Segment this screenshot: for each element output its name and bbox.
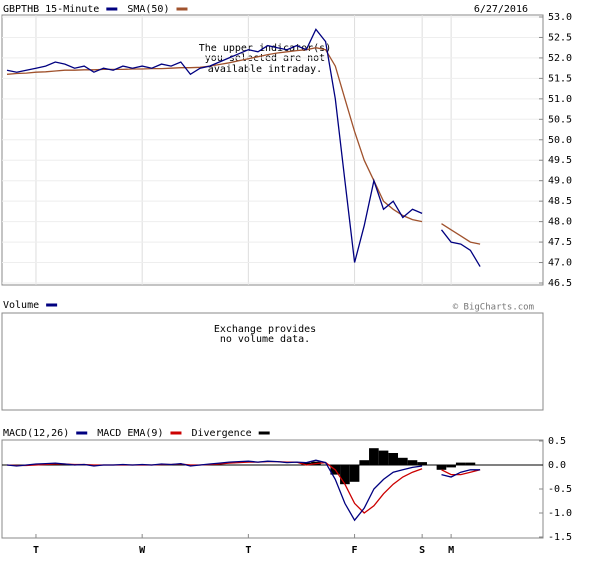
legend-label: Divergence [191,428,251,439]
y-tick-label: 51.5 [548,73,572,84]
y-tick-label: 48.0 [548,217,572,228]
y-tick-label: 50.0 [548,135,572,146]
source: © BigCharts.com [453,303,534,313]
y-tick-label: 53.0 [548,12,572,23]
series-line [6,459,481,522]
y-tick-label: 0.0 [548,460,566,471]
y-tick-label: -1.5 [548,532,572,543]
series-line [6,28,481,267]
divergence-bar [417,462,427,465]
divergence-bar [398,457,408,465]
legend-label: GBPTHB 15-Minute [3,4,99,15]
x-tick-label: F [352,545,358,556]
y-tick-label: 48.5 [548,196,572,207]
volume-note: no volume data. [220,334,310,345]
divergence-bar [436,465,447,470]
y-tick-label: 46.5 [548,278,572,289]
legend-label: Volume [3,300,39,311]
legend-label: MACD EMA(9) [97,428,163,439]
volume-note: Exchange provides [214,324,316,335]
annotation: available intraday. [208,64,322,75]
divergence-bar [349,465,360,482]
y-tick-label: 51.0 [548,94,572,105]
divergence-bar [301,462,312,465]
x-tick-label: M [448,545,454,556]
y-tick-label: 49.5 [548,155,572,166]
divergence-bar [388,453,399,465]
macd-panel [1,439,544,539]
y-tick-label: 52.5 [548,32,572,43]
x-tick-label: W [139,545,146,556]
divergence-bar [359,460,370,465]
divergence-bar [455,462,466,465]
divergence-bar [378,450,389,465]
annotation: The upper indicator(s) [199,43,331,54]
series-line [6,460,481,514]
divergence-bar [446,465,456,468]
y-tick-label: 50.5 [548,114,572,125]
volume-panel [1,312,544,411]
y-tick-label: -1.0 [548,508,572,519]
series-line [6,47,481,245]
x-tick-label: S [419,545,425,556]
y-tick-label: 0.5 [548,436,566,447]
divergence-bar [369,448,379,465]
x-tick-label: T [33,545,39,556]
x-tick-label: T [245,545,251,556]
price-panel [1,14,544,286]
y-tick-label: -0.5 [548,484,572,495]
y-tick-label: 52.0 [548,53,572,64]
divergence-bar [407,460,418,465]
legend-label: MACD(12,26) [3,428,69,439]
y-tick-label: 47.0 [548,258,572,269]
divergence-bar [465,462,476,465]
legend-label: SMA(50) [127,4,169,15]
divergence-bar [340,465,350,485]
date: 6/27/2016 [474,4,528,15]
y-tick-label: 47.5 [548,237,572,248]
annotation: you selected are not [205,53,325,64]
y-tick-label: 49.0 [548,176,572,187]
